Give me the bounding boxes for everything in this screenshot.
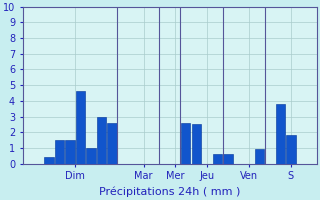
- Bar: [223, 154, 233, 164]
- Bar: [191, 124, 201, 164]
- Bar: [181, 123, 190, 164]
- Bar: [86, 148, 96, 164]
- Bar: [286, 135, 296, 164]
- Bar: [212, 154, 222, 164]
- Bar: [76, 91, 85, 164]
- Bar: [44, 157, 54, 164]
- Bar: [255, 149, 264, 164]
- Bar: [97, 117, 106, 164]
- Bar: [107, 123, 117, 164]
- Bar: [276, 104, 285, 164]
- Bar: [55, 140, 64, 164]
- X-axis label: Précipitations 24h ( mm ): Précipitations 24h ( mm ): [99, 187, 241, 197]
- Bar: [65, 140, 75, 164]
